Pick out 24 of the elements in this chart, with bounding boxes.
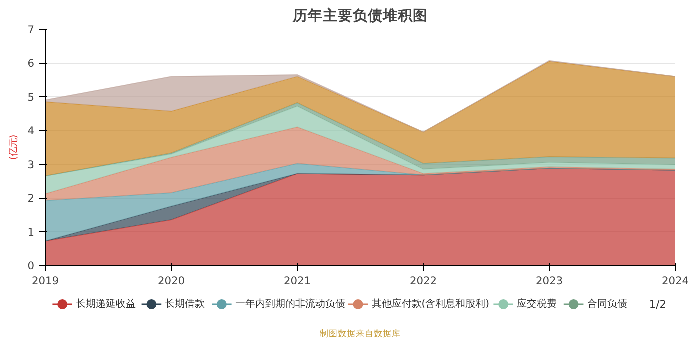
y-tick-label: 2 <box>28 192 34 206</box>
x-tick-label: 2019 <box>32 274 60 288</box>
text: 制图数据来自数据库 <box>320 328 401 340</box>
y-axis-title: (亿元) <box>8 134 20 160</box>
x-tick-label: 2021 <box>284 274 312 288</box>
legend-label: 一年内到期的非流动负债 <box>235 298 346 310</box>
y-tick-label: 1 <box>28 226 34 239</box>
legend-label: 合同负债 <box>587 298 628 310</box>
legend-label: 长期递延收益 <box>76 298 136 310</box>
x-tick-label: 2020 <box>158 274 186 288</box>
x-tick-label: 2023 <box>536 274 564 288</box>
x-tick-label: 2024 <box>662 274 690 288</box>
y-tick-label: 5 <box>28 90 34 104</box>
y-tick-label: 4 <box>28 124 35 138</box>
x-tick-label: 2022 <box>410 274 438 288</box>
legend-label: 其他应付款(含利息和股利) <box>372 298 490 310</box>
chart-title: 历年主要负债堆积图 <box>292 6 428 24</box>
text: 1/2 <box>649 298 667 311</box>
y-tick-label: 0 <box>28 260 35 272</box>
y-tick-label: 7 <box>28 24 34 36</box>
y-tick-label: 6 <box>28 57 35 70</box>
y-tick-label: 3 <box>28 158 34 172</box>
legend-label: 应交税费 <box>517 298 558 310</box>
legend-label: 长期借款 <box>165 298 206 310</box>
